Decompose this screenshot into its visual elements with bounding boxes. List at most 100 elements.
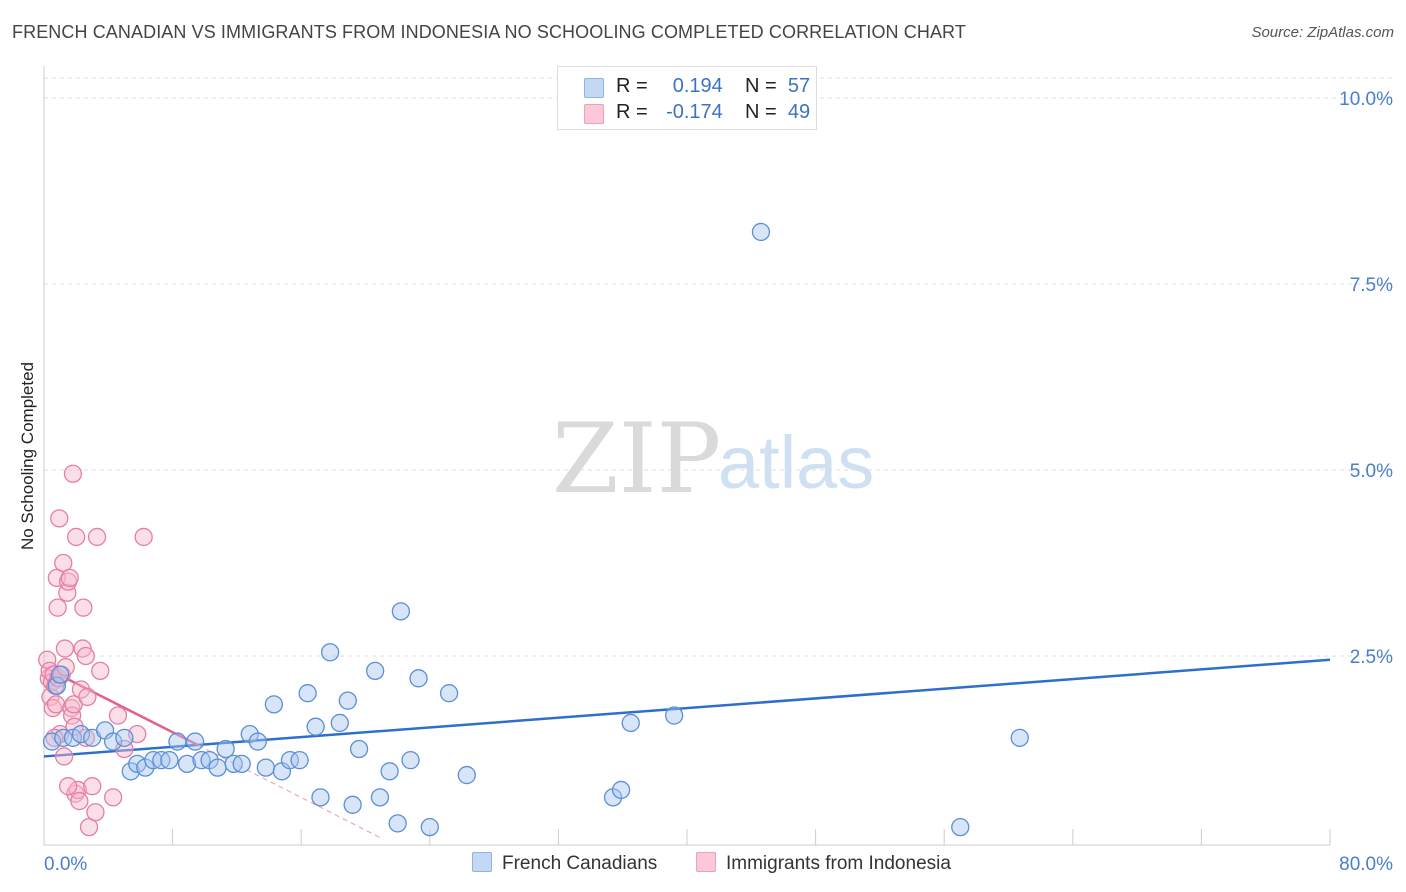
gridlines xyxy=(44,77,1392,657)
point-indonesia xyxy=(87,527,107,547)
trend-lines xyxy=(43,658,1331,839)
trend-line-indonesia-extension xyxy=(198,744,382,839)
point-indonesia xyxy=(103,788,123,807)
chart-title: FRENCH CANADIAN VS IMMIGRANTS FROM INDON… xyxy=(12,22,966,42)
point-french-canadian xyxy=(439,684,459,703)
point-french-canadian xyxy=(391,602,411,621)
point-french-canadian xyxy=(311,788,330,807)
point-indonesia xyxy=(76,646,95,666)
point-french-canadian xyxy=(47,676,67,695)
point-french-canadian xyxy=(50,665,70,684)
point-indonesia xyxy=(108,706,128,725)
point-french-canadian xyxy=(349,739,369,759)
point-french-canadian xyxy=(290,751,309,770)
point-indonesia xyxy=(74,598,93,617)
legend-r-value: -0.174 xyxy=(666,101,723,123)
x-tick-min: 0.0% xyxy=(44,854,87,875)
point-french-canadian xyxy=(388,814,407,833)
point-french-canadian xyxy=(457,765,476,785)
point-french-canadian xyxy=(103,732,123,751)
point-french-canadian xyxy=(380,762,399,781)
point-french-canadian xyxy=(401,751,420,770)
point-french-canadian xyxy=(248,732,267,751)
point-french-canadian xyxy=(330,713,349,733)
point-french-canadian xyxy=(71,724,91,744)
point-french-canadian xyxy=(409,669,428,688)
y-tick-label: 7.5% xyxy=(1350,275,1393,296)
bottom-legend-label: Immigrants from Indonesia xyxy=(726,853,951,874)
x-tick-max: 80.0% xyxy=(1339,854,1393,875)
point-french-canadian xyxy=(611,780,631,800)
point-french-canadian xyxy=(256,758,275,777)
point-french-canadian xyxy=(298,684,317,703)
point-french-canadian xyxy=(168,732,187,751)
point-french-canadian xyxy=(420,817,439,837)
point-french-canadian xyxy=(370,788,390,807)
y-tick-label: 10.0% xyxy=(1339,89,1393,110)
point-french-canadian xyxy=(365,661,385,681)
bottom-legend-label: French Canadians xyxy=(502,853,658,874)
point-indonesia xyxy=(48,598,67,617)
legend-r-label: R = xyxy=(616,75,648,97)
point-indonesia xyxy=(63,464,83,483)
legend-n-label: N = xyxy=(745,75,777,97)
y-tick-labels: 2.5% 5.0% 7.5% 10.0% xyxy=(1339,89,1393,668)
point-indonesia xyxy=(71,680,91,699)
legend-r-label: R = xyxy=(616,101,648,123)
bottom-legend-swatch-blue xyxy=(472,852,492,872)
stats-legend: R = 0.194 N = 57 R = -0.174 N = 49 xyxy=(557,66,817,130)
point-french-canadian xyxy=(115,728,134,747)
legend-n-value: 49 xyxy=(787,101,811,123)
point-french-canadian xyxy=(264,695,284,714)
point-french-canadian xyxy=(54,728,73,747)
source-label: Source: ZipAtlas.com xyxy=(1251,24,1394,41)
point-french-canadian xyxy=(216,739,235,759)
point-french-canadian xyxy=(951,817,970,837)
point-indonesia xyxy=(86,803,105,822)
point-french-canadian xyxy=(751,222,771,242)
point-indonesia xyxy=(55,639,75,658)
point-french-canadian xyxy=(185,732,205,751)
point-french-canadian xyxy=(621,713,640,733)
point-indonesia xyxy=(50,509,69,528)
point-indonesia xyxy=(83,777,102,796)
point-indonesia xyxy=(60,568,79,588)
trend-line-french-canadians xyxy=(43,658,1331,758)
y-tick-label: 5.0% xyxy=(1350,461,1393,482)
point-french-canadian xyxy=(1010,728,1029,747)
watermark-atlas: atlas xyxy=(718,421,874,504)
y-tick-label: 2.5% xyxy=(1350,647,1393,668)
point-french-canadian xyxy=(232,754,251,774)
point-french-canadian xyxy=(338,691,357,710)
point-french-canadian xyxy=(177,754,197,774)
bottom-legend-swatch-pink xyxy=(696,852,716,872)
point-french-canadian xyxy=(320,643,340,662)
bottom-legend-indonesia: Immigrants from Indonesia xyxy=(696,852,951,875)
point-french-canadian xyxy=(664,706,684,725)
point-french-canadian xyxy=(208,758,227,777)
point-french-canadian xyxy=(160,751,179,770)
trend-line-indonesia xyxy=(43,666,199,747)
point-indonesia xyxy=(134,527,153,547)
point-french-canadian xyxy=(280,751,300,770)
bottom-legend-french-canadians: French Canadians xyxy=(472,852,657,875)
data-points xyxy=(38,222,1029,837)
watermark-zip: ZIP xyxy=(552,403,721,515)
legend-r-value: 0.194 xyxy=(672,75,723,97)
axes xyxy=(43,66,1331,846)
point-french-canadian xyxy=(306,717,325,736)
legend-n-value: 57 xyxy=(787,75,811,97)
point-indonesia xyxy=(46,695,66,714)
point-french-canadian xyxy=(42,732,62,751)
point-indonesia xyxy=(54,747,74,766)
point-french-canadian xyxy=(121,762,140,781)
point-indonesia xyxy=(58,777,78,796)
point-french-canadian xyxy=(343,795,362,814)
point-indonesia xyxy=(91,661,110,681)
point-indonesia xyxy=(67,527,86,547)
point-indonesia xyxy=(78,687,97,707)
legend-n-label: N = xyxy=(745,101,777,123)
legend-swatch-blue xyxy=(584,78,604,98)
point-indonesia xyxy=(70,791,89,811)
